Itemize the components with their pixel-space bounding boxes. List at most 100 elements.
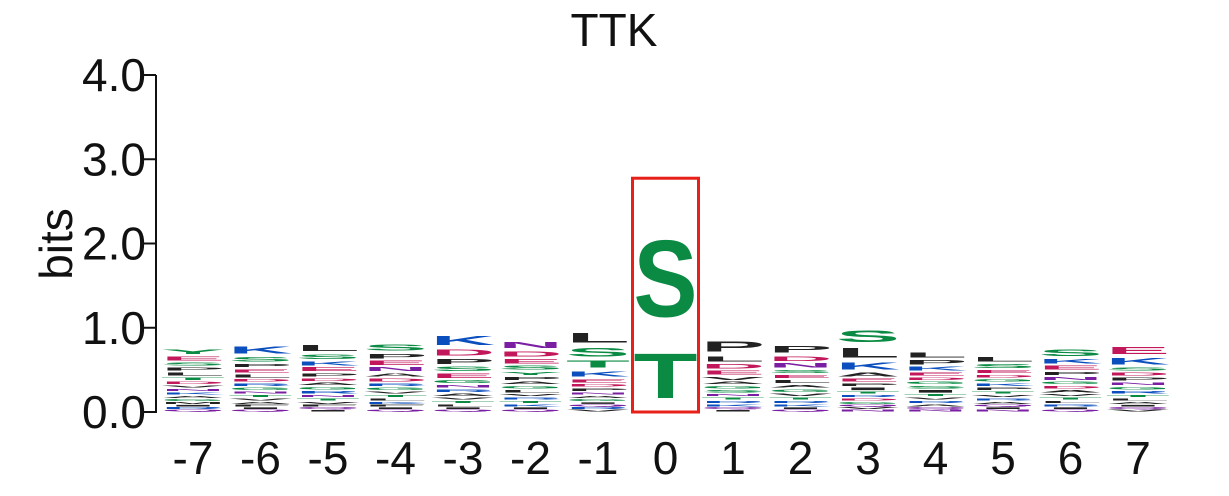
- logo-letter-N: N: [769, 362, 833, 369]
- logo-letter-Q: Q: [229, 409, 293, 412]
- logo-letter-V: V: [971, 394, 1035, 397]
- logo-letter-N: N: [701, 393, 765, 396]
- logo-letter-A: A: [566, 395, 630, 398]
- logo-letter-K: K: [229, 345, 293, 356]
- logo-letter-R: R: [971, 398, 1035, 401]
- x-tick-label: -6: [240, 432, 281, 484]
- y-tick-label: 1.0: [82, 302, 146, 354]
- logo-letter-R: R: [904, 400, 968, 403]
- logo-letter-G: G: [1039, 381, 1103, 385]
- logo-letter-Q: Q: [971, 404, 1035, 407]
- logo-letter-D: D: [1039, 385, 1103, 389]
- logo-letter-G: G: [701, 385, 765, 389]
- logo-letter-L: L: [1039, 400, 1103, 403]
- logo-letter-G: G: [364, 387, 428, 391]
- logo-letter-A: A: [431, 393, 495, 397]
- logo-letter-I: I: [1106, 404, 1170, 407]
- logo-letter-P: P: [701, 339, 765, 355]
- logo-letter-E: E: [769, 374, 833, 379]
- logo-letter-I: I: [701, 409, 765, 412]
- stack-position-0: TS: [634, 218, 698, 412]
- logo-letter-D: D: [296, 377, 360, 381]
- logo-letter-I: I: [904, 389, 968, 393]
- x-axis: -7 -6 -5 -4 -3 -2 -1 0 1 2 3 4 5 6 7: [173, 432, 1151, 484]
- logo-letter-Q: Q: [566, 404, 630, 407]
- x-tick-label: 4: [923, 432, 949, 484]
- logo-letter-N: N: [1039, 376, 1103, 381]
- logo-letter-K: K: [904, 366, 968, 372]
- logo-letter-V: V: [229, 398, 293, 401]
- logo-letter-L: L: [161, 372, 225, 377]
- x-tick-label: 7: [1125, 432, 1151, 484]
- logo-letter-V: V: [296, 401, 360, 404]
- logo-letter-V: V: [1106, 409, 1170, 412]
- logo-letter-D: D: [701, 363, 765, 370]
- y-tick-label: 3.0: [82, 133, 146, 185]
- logo-letter-S: S: [229, 356, 293, 364]
- logo-letter-Y: Y: [161, 348, 225, 356]
- logo-letter-L: L: [566, 330, 630, 345]
- logo-letter-M: M: [161, 402, 225, 405]
- logo-letter-K: K: [161, 392, 225, 395]
- logo-letter-V: V: [769, 393, 833, 397]
- logo-letter-D: D: [431, 348, 495, 357]
- x-tick-label: -4: [375, 432, 416, 484]
- logo-letter-V: V: [1039, 394, 1103, 397]
- logo-letter-G: G: [1106, 386, 1170, 390]
- logo-letter-P: P: [904, 359, 968, 366]
- logo-letter-E: E: [296, 367, 360, 373]
- logo-letter-I: I: [836, 387, 900, 391]
- logo-letter-P: P: [971, 387, 1035, 391]
- logo-letter-K: K: [364, 401, 428, 404]
- logo-letter-I: I: [1039, 407, 1103, 410]
- logo-letter-K: K: [1039, 358, 1103, 365]
- logo-letter-N: N: [836, 409, 900, 412]
- logo-letter-A: A: [769, 384, 833, 388]
- logo-letter-E: E: [364, 360, 428, 367]
- logo-letter-P: P: [161, 367, 225, 372]
- logo-letter-R: R: [701, 400, 765, 403]
- logo-letter-G: G: [904, 381, 968, 385]
- logo-letter-E: E: [499, 358, 563, 365]
- logo-letter-A: A: [971, 401, 1035, 404]
- logo-letter-D: D: [904, 377, 968, 381]
- logo-letter-P: P: [1039, 371, 1103, 376]
- logo-letter-P: P: [296, 372, 360, 377]
- logo-letter-L: L: [904, 350, 968, 358]
- x-tick-label: -3: [443, 432, 484, 484]
- logo-letter-K: K: [836, 361, 900, 372]
- logo-letter-V: V: [364, 391, 428, 394]
- logo-letter-K: K: [566, 370, 630, 378]
- logo-letter-S: S: [364, 343, 428, 352]
- logo-letter-R: R: [431, 388, 495, 392]
- logo-letter-K: K: [701, 404, 765, 407]
- logo-letter-P: P: [431, 357, 495, 365]
- logo-letter-A: A: [1039, 389, 1103, 393]
- logo-letter-T: T: [296, 398, 360, 401]
- logo-letter-T: T: [1039, 397, 1103, 400]
- logo-letter-P: P: [499, 376, 563, 381]
- logo-letter-N: N: [1106, 382, 1170, 386]
- logo-letter-D: D: [971, 374, 1035, 378]
- logo-letter-I: I: [229, 407, 293, 410]
- logo-letter-V: V: [836, 407, 900, 410]
- logo-letter-L: L: [431, 404, 495, 407]
- logo-letter-V: V: [499, 394, 563, 397]
- logo-letter-D: D: [836, 398, 900, 401]
- letter-stacks: QRIMGAKNVDTLPSEYQIFAVTNGRDLEPSKIQFVTNRGA…: [161, 218, 1170, 412]
- logo-letter-L: L: [296, 344, 360, 353]
- y-tick-label: 0.0: [82, 386, 146, 438]
- logo-letter-E: E: [431, 372, 495, 379]
- logo-letter-A: A: [161, 395, 225, 398]
- stack-position-3: NVQGDRTIPEAKLS: [836, 327, 900, 412]
- logo-letter-G: G: [566, 399, 630, 402]
